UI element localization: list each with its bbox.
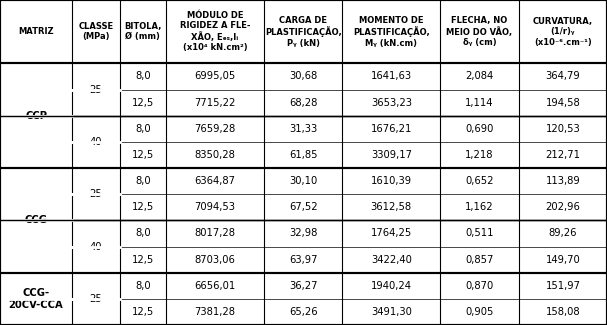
- Text: 12,5: 12,5: [132, 307, 154, 317]
- Text: 149,70: 149,70: [546, 254, 580, 265]
- Text: 3653,23: 3653,23: [371, 98, 412, 108]
- Text: 12,5: 12,5: [132, 202, 154, 212]
- Text: 212,71: 212,71: [546, 150, 580, 160]
- Text: 8017,28: 8017,28: [194, 228, 236, 239]
- Text: 364,79: 364,79: [546, 72, 580, 82]
- Text: 8,0: 8,0: [135, 281, 151, 291]
- Text: 12,5: 12,5: [132, 150, 154, 160]
- Text: 12,5: 12,5: [132, 254, 154, 265]
- Text: 40: 40: [90, 137, 102, 147]
- Text: 151,97: 151,97: [546, 281, 580, 291]
- Text: 1940,24: 1940,24: [371, 281, 412, 291]
- Text: CURVATURA,
(1/r)ᵧ
(x10⁻⁶.cm⁻¹): CURVATURA, (1/r)ᵧ (x10⁻⁶.cm⁻¹): [533, 17, 593, 46]
- Text: MÓDULO DE
RIGIDEZ A FLE-
XÃO, Eₑₛ,Iᵢ
(x10⁴ kN.cm²): MÓDULO DE RIGIDEZ A FLE- XÃO, Eₑₛ,Iᵢ (x1…: [180, 11, 250, 52]
- Text: 6995,05: 6995,05: [194, 72, 236, 82]
- Text: 6656,01: 6656,01: [194, 281, 236, 291]
- Text: 158,08: 158,08: [546, 307, 580, 317]
- Text: 67,52: 67,52: [289, 202, 317, 212]
- Text: 0,652: 0,652: [465, 176, 493, 186]
- Text: MATRIZ: MATRIZ: [18, 27, 54, 36]
- Text: 8,0: 8,0: [135, 228, 151, 239]
- Text: 1676,21: 1676,21: [371, 124, 412, 134]
- Text: 7659,28: 7659,28: [194, 124, 236, 134]
- Text: 3422,40: 3422,40: [371, 254, 412, 265]
- Text: 40: 40: [90, 241, 102, 252]
- Text: 89,26: 89,26: [549, 228, 577, 239]
- Text: 31,33: 31,33: [289, 124, 317, 134]
- Text: CCG: CCG: [24, 215, 47, 225]
- Text: 0,870: 0,870: [466, 281, 493, 291]
- Text: 8350,28: 8350,28: [194, 150, 236, 160]
- Text: 30,68: 30,68: [289, 72, 317, 82]
- Text: 1641,63: 1641,63: [371, 72, 412, 82]
- Text: 7381,28: 7381,28: [194, 307, 236, 317]
- Text: 63,97: 63,97: [289, 254, 317, 265]
- Text: 0,905: 0,905: [466, 307, 493, 317]
- Text: BITOLA,
Ø (mm): BITOLA, Ø (mm): [124, 22, 161, 41]
- Text: 25: 25: [89, 84, 102, 95]
- Text: 6364,87: 6364,87: [194, 176, 236, 186]
- Text: 36,27: 36,27: [289, 281, 317, 291]
- Text: 0,857: 0,857: [466, 254, 493, 265]
- Text: 202,96: 202,96: [546, 202, 580, 212]
- Text: 1,218: 1,218: [465, 150, 493, 160]
- Text: CLASSE
(MPa): CLASSE (MPa): [78, 22, 114, 41]
- Text: 194,58: 194,58: [546, 98, 580, 108]
- Text: 30,10: 30,10: [289, 176, 317, 186]
- Text: 3309,17: 3309,17: [371, 150, 412, 160]
- Text: 0,511: 0,511: [465, 228, 493, 239]
- Text: 25: 25: [89, 189, 102, 199]
- Text: 61,85: 61,85: [289, 150, 317, 160]
- Text: FLECHA, NO
MEIO DO VÃO,
δᵧ (cm): FLECHA, NO MEIO DO VÃO, δᵧ (cm): [446, 16, 512, 47]
- Text: 68,28: 68,28: [289, 98, 317, 108]
- Text: CARGA DE
PLASTIFICAÇÃO,
Pᵧ (kN): CARGA DE PLASTIFICAÇÃO, Pᵧ (kN): [265, 16, 342, 48]
- Text: 32,98: 32,98: [289, 228, 317, 239]
- Text: 0,690: 0,690: [466, 124, 493, 134]
- Text: 120,53: 120,53: [546, 124, 580, 134]
- Text: CCP: CCP: [25, 111, 47, 121]
- Text: MOMENTO DE
PLASTIFICAÇÃO,
Mᵧ (kN.cm): MOMENTO DE PLASTIFICAÇÃO, Mᵧ (kN.cm): [353, 16, 430, 48]
- Text: 1610,39: 1610,39: [371, 176, 412, 186]
- Text: 2,084: 2,084: [466, 72, 493, 82]
- Text: 1764,25: 1764,25: [371, 228, 412, 239]
- Text: 8,0: 8,0: [135, 72, 151, 82]
- Text: 7715,22: 7715,22: [194, 98, 236, 108]
- Text: CCG-
20CV-CCA: CCG- 20CV-CCA: [8, 288, 63, 310]
- Text: 7094,53: 7094,53: [194, 202, 236, 212]
- Text: 8,0: 8,0: [135, 176, 151, 186]
- Text: 65,26: 65,26: [289, 307, 317, 317]
- Text: 1,114: 1,114: [465, 98, 493, 108]
- Text: 3612,58: 3612,58: [371, 202, 412, 212]
- Text: 3491,30: 3491,30: [371, 307, 412, 317]
- Text: 113,89: 113,89: [546, 176, 580, 186]
- Text: 8703,06: 8703,06: [194, 254, 236, 265]
- Text: 8,0: 8,0: [135, 124, 151, 134]
- Text: 25: 25: [89, 294, 102, 304]
- Text: 1,162: 1,162: [465, 202, 494, 212]
- Text: 12,5: 12,5: [132, 98, 154, 108]
